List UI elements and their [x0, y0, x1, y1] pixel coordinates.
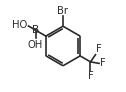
Text: Br: Br [57, 6, 69, 16]
Text: F: F [100, 58, 105, 68]
Text: F: F [96, 44, 102, 54]
Text: HO: HO [12, 20, 27, 30]
Text: F: F [88, 71, 93, 81]
Text: B: B [32, 25, 39, 35]
Text: OH: OH [28, 40, 43, 50]
